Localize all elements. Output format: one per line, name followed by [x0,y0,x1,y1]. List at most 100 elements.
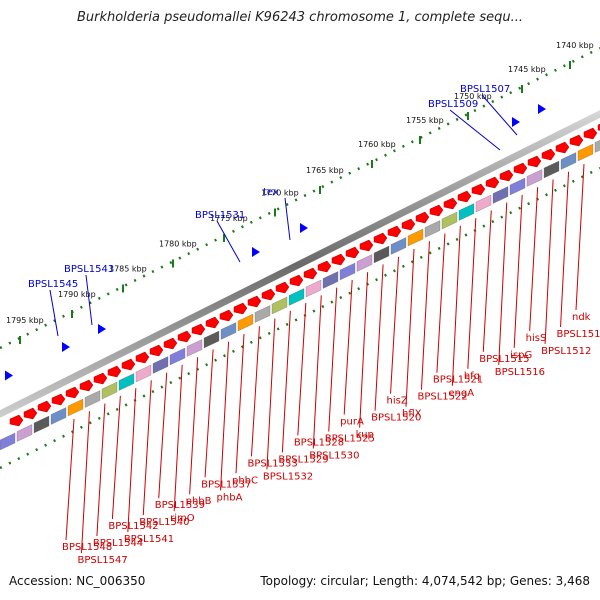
bottom-label-leader [80,411,90,554]
top-label-leader [284,197,291,241]
bottom-gene-label: BPSL1547 [77,555,127,566]
kbp-tick-label: 1775 kbp [210,214,248,223]
bottom-label-leader [65,418,75,541]
bottom-gene-label: engA [448,388,474,399]
genome-backbone [0,110,600,418]
forward-gene-arrow [485,176,500,189]
bottom-label-leader [467,218,477,369]
reverse-gene-arrow [62,342,70,352]
kbp-tick-label: 1795 kbp [6,316,44,325]
kbp-tick-label: 1745 kbp [508,65,546,74]
kbp-tick-label: 1765 kbp [306,166,344,175]
bottom-label-leader [235,333,245,474]
bottom-gene-label: BPSL1530 [309,450,359,461]
kbp-tick-label: 1770 kbp [261,189,299,198]
reverse-gene-arrow [98,324,106,334]
forward-gene-arrow [135,351,150,364]
forward-gene-arrow [247,295,262,308]
forward-gene-arrow [513,162,528,175]
forward-gene-arrow [569,134,584,147]
forward-gene-arrow [401,218,416,231]
kbp-tick-label: 1740 kbp [556,41,594,50]
forward-gene-arrow [289,274,304,287]
kbp-tick-label: 1785 kbp [109,265,147,274]
cog-category-box [390,237,407,255]
cog-category-box [16,424,33,442]
bottom-label-leader [359,272,369,428]
forward-gene-arrow [275,281,290,294]
cog-category-box [339,262,356,281]
bottom-label-leader [281,310,291,453]
cog-category-box [492,186,509,204]
top-gene-label: BPSL1507 [460,84,510,95]
cog-category-box [33,415,50,434]
bottom-gene-label: hisZ [387,396,408,407]
top-label-leader [85,274,93,326]
forward-gene-arrow [163,337,178,350]
bottom-gene-label: phbA [217,492,243,503]
cog-category-box [577,143,594,162]
forward-gene-arrow [149,344,164,357]
reverse-gene-arrow [512,117,520,127]
bottom-label-leader [266,318,276,470]
bottom-gene-label: rimO [170,513,195,524]
bottom-label-leader [374,264,384,411]
cog-category-box [152,356,169,374]
bottom-gene-label: BPSL1539 [155,500,205,511]
cog-category-box [50,407,67,425]
reverse-gene-arrow [538,104,546,114]
bottom-gene-label: BPSL1520 [371,413,421,424]
bottom-label-leader [204,349,214,478]
bottom-gene-label: BPSL1532 [263,471,313,482]
cog-category-box [407,228,424,247]
cog-category-box [322,271,339,289]
cog-category-box [118,373,135,391]
bottom-label-leader [560,171,570,327]
forward-gene-arrow [23,407,38,420]
forward-gene-arrow [205,316,220,329]
cog-category-box [560,152,577,170]
top-gene-label: BPSL1545 [28,279,78,290]
bottom-label-leader [127,388,137,533]
cog-category-box [526,169,543,187]
forward-gene-arrow [261,288,276,301]
forward-gene-arrow [331,253,346,266]
forward-gene-arrow [79,379,94,392]
forward-gene-arrow [317,260,332,273]
bottom-gene-label: BPSL1542 [108,521,158,532]
bottom-label-leader [390,256,400,394]
cog-category-box [169,347,186,366]
bottom-label-leader [220,341,230,491]
bottom-label-leader [312,295,322,449]
cog-category-box [271,296,288,315]
cog-category-box [186,339,203,357]
forward-gene-arrow [93,372,108,385]
cog-category-box [288,288,305,306]
top-label-leader [49,289,59,337]
forward-gene-arrow [37,400,52,413]
cog-category-box [220,322,237,340]
kbp-tick-label: 1780 kbp [159,240,197,249]
cog-category-box [237,313,254,332]
bottom-label-leader [420,241,430,390]
reverse-gene-arrow [300,223,308,233]
inner-tick-dots [0,166,600,470]
bottom-gene-label: hisS [526,333,547,344]
bottom-label-leader [250,326,260,457]
forward-gene-arrow [499,169,514,182]
cog-category-box [203,330,220,349]
map-title: Burkholderia pseudomallei K96243 chromos… [76,10,524,25]
cog-category-box [424,220,441,238]
bottom-gene-label: BPSL1537 [201,479,251,490]
forward-gene-arrow [177,330,192,343]
bottom-label-leader [158,372,168,499]
forward-gene-arrow [345,246,360,259]
bottom-gene-label: BPSL1525 [325,434,375,445]
bottom-gene-label: BPSL1544 [93,538,143,549]
forward-gene-arrow [65,386,80,399]
top-gene-label: BPSL1543 [64,264,114,275]
top-label-leader [449,109,501,151]
cog-category-box [135,364,152,383]
forward-gene-arrow [9,414,24,427]
